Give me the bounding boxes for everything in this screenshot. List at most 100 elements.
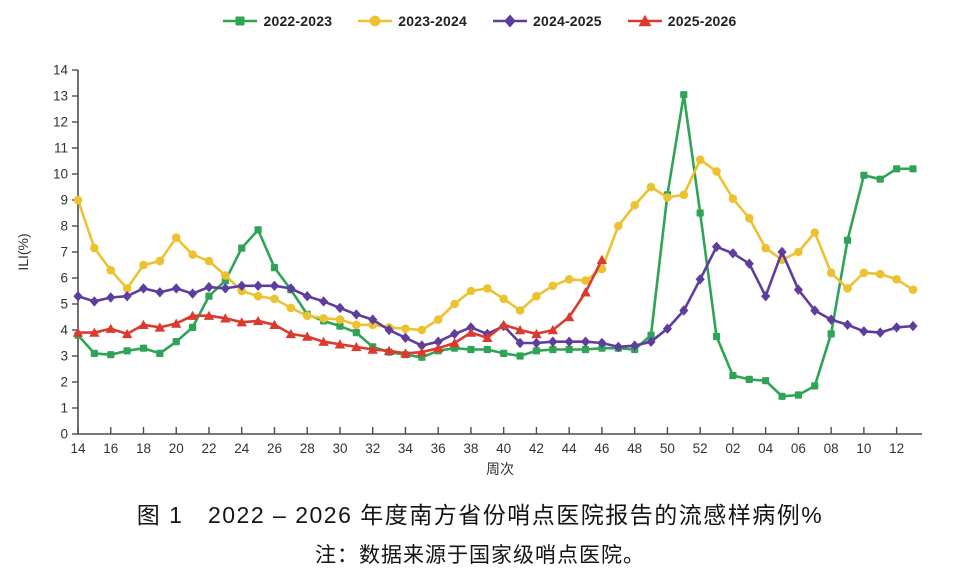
triangle-marker-icon <box>638 14 652 27</box>
y-tick-label: 6 <box>60 271 68 286</box>
circle-marker-icon <box>859 268 869 278</box>
x-axis-label: 周次 <box>486 461 514 477</box>
circle-marker-icon <box>90 243 99 253</box>
diamond-marker-icon <box>73 291 83 302</box>
square-marker-icon <box>778 392 786 400</box>
circle-marker-icon <box>483 284 492 293</box>
diamond-marker-icon <box>466 322 476 333</box>
circle-marker-icon <box>499 294 508 304</box>
x-tick-label: 10 <box>856 441 871 456</box>
circle-marker-icon <box>204 256 214 266</box>
diamond-marker-icon <box>826 314 836 325</box>
square-marker-icon <box>139 344 148 352</box>
square-marker-icon <box>680 91 688 99</box>
triangle-marker-icon <box>482 332 493 342</box>
diamond-marker-icon <box>384 324 394 336</box>
x-tick-label: 28 <box>300 441 315 456</box>
x-tick-label: 08 <box>824 441 839 456</box>
diamond-marker-icon <box>504 14 516 28</box>
y-tick-label: 13 <box>53 89 68 104</box>
circle-marker-icon <box>843 284 852 293</box>
triangle-marker-icon <box>138 319 149 329</box>
square-marker-icon <box>598 344 606 352</box>
y-tick-label: 9 <box>60 193 68 208</box>
diamond-marker-icon <box>368 314 378 325</box>
x-tick-label: 42 <box>529 441 544 456</box>
y-tick-label: 8 <box>60 219 68 234</box>
circle-marker-icon <box>270 294 279 304</box>
diamond-marker-icon <box>842 319 853 330</box>
diamond-marker-icon <box>744 258 754 269</box>
circle-marker-icon <box>695 155 705 164</box>
triangle-marker-icon <box>72 327 84 337</box>
circle-marker-icon <box>794 247 803 257</box>
x-tick-label: 38 <box>463 441 478 456</box>
x-tick-label: 18 <box>136 441 151 456</box>
diamond-marker-icon <box>892 322 902 333</box>
x-tick-label: 26 <box>267 441 282 456</box>
square-marker-icon <box>811 382 819 390</box>
triangle-marker-icon <box>383 345 395 355</box>
diamond-marker-icon <box>318 296 329 307</box>
triangle-marker-icon <box>351 341 362 352</box>
triangle-marker-icon <box>580 287 591 297</box>
diamond-marker-icon <box>859 326 869 337</box>
diamond-marker-icon <box>908 320 918 332</box>
square-marker-icon <box>843 236 852 244</box>
triangle-marker-icon <box>416 347 428 357</box>
square-marker-icon <box>467 345 475 354</box>
triangle-marker-icon <box>498 319 509 329</box>
circle-marker-icon <box>450 299 459 309</box>
triangle-marker-icon <box>596 254 608 264</box>
legend-item-label: 2024-2025 <box>533 13 602 29</box>
x-tick-label: 44 <box>562 441 578 456</box>
circle-marker-icon <box>744 213 754 223</box>
legend-item-2025-2026: 2025-2026 <box>627 13 737 29</box>
diamond-marker-icon <box>269 280 280 291</box>
diamond-marker-icon <box>237 280 247 291</box>
triangle-marker-icon <box>432 343 444 353</box>
triangle-marker-icon <box>269 319 280 329</box>
circle-marker-icon <box>646 182 656 192</box>
square-marker-icon <box>745 375 753 383</box>
diamond-marker-icon <box>761 291 771 302</box>
triangle-marker-icon <box>449 338 460 348</box>
circle-marker-icon <box>679 190 689 200</box>
diamond-marker-icon <box>580 336 591 347</box>
circle-marker-icon <box>875 269 885 279</box>
diamond-marker-icon <box>875 327 885 338</box>
circle-marker-icon <box>319 314 328 323</box>
x-tick-label: 36 <box>431 441 446 456</box>
x-tick-label: 34 <box>398 441 414 456</box>
diamond-marker-icon <box>662 323 673 334</box>
circle-marker-icon <box>548 281 558 291</box>
circle-marker-icon <box>826 268 836 278</box>
x-tick-label: 46 <box>594 441 609 456</box>
triangle-marker-icon <box>121 328 133 339</box>
square-marker-icon <box>238 244 246 252</box>
circle-marker-icon <box>728 194 738 203</box>
circle-marker-icon <box>302 311 312 321</box>
square-marker-icon <box>352 329 360 337</box>
circle-marker-icon <box>221 271 230 280</box>
triangle-marker-icon <box>236 317 247 327</box>
circle-marker-icon <box>810 228 820 237</box>
figure-caption: 图 1 2022 – 2026 年度南方省份哨点医院报告的流感样病例% <box>136 502 824 528</box>
circle-legend-marker-icon <box>358 15 393 27</box>
circle-marker-icon <box>712 167 721 176</box>
circle-marker-icon <box>335 315 345 324</box>
circle-marker-icon <box>122 284 132 293</box>
square-marker-icon <box>647 331 655 339</box>
square-marker-icon <box>483 345 491 354</box>
x-tick-label: 40 <box>496 441 511 456</box>
y-tick-label: 5 <box>60 297 68 312</box>
triangle-marker-icon <box>514 325 526 335</box>
legend-item-label: 2023-2024 <box>398 13 467 29</box>
circle-marker-icon <box>106 265 116 275</box>
diamond-marker-icon <box>531 337 542 349</box>
square-marker-icon <box>860 171 868 179</box>
diamond-marker-icon <box>155 287 165 298</box>
triangle-marker-icon <box>318 336 329 346</box>
y-tick-label: 4 <box>60 323 68 338</box>
